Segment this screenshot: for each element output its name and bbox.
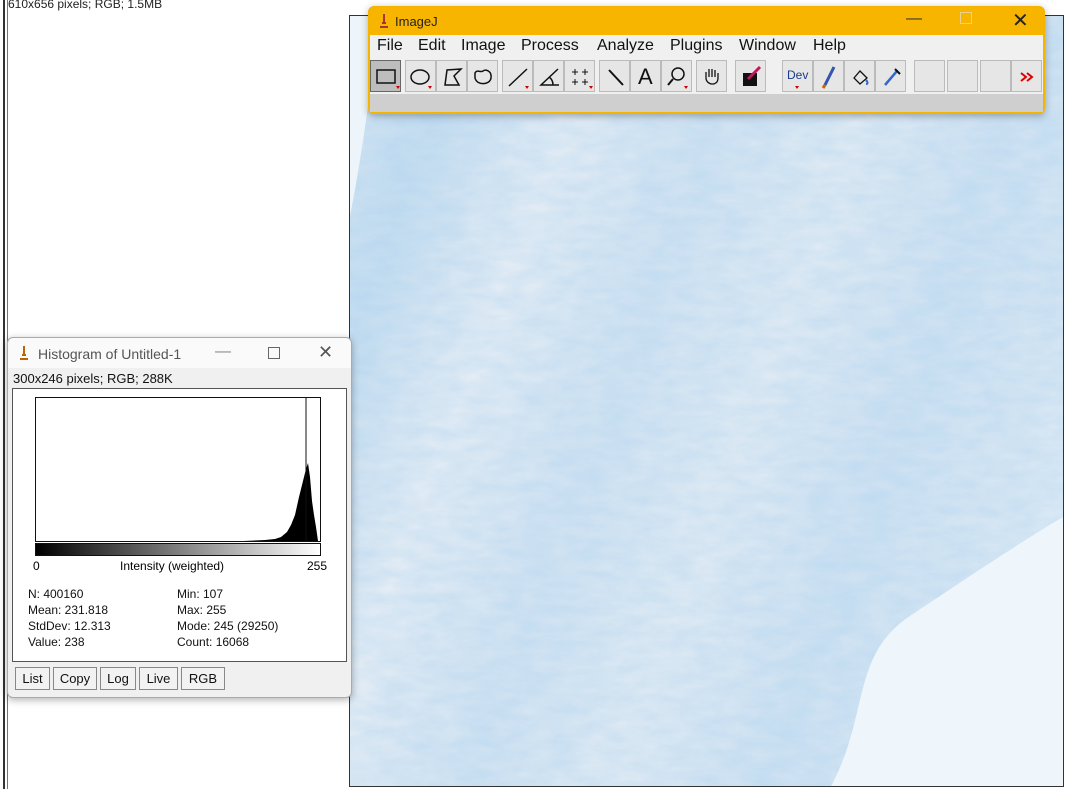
minimize-button[interactable]: —	[215, 343, 231, 361]
image-canvas	[349, 15, 1064, 787]
freehand-tool[interactable]	[467, 60, 498, 92]
screen: {"desktop": {"image_info": "610x656 pixe…	[0, 0, 1068, 789]
polygon-tool[interactable]	[436, 60, 467, 92]
point-tool[interactable]	[564, 60, 595, 92]
stat-n: N: 400160	[28, 587, 83, 601]
app-icon	[17, 345, 31, 361]
image-info: 610x656 pixels; RGB; 1.5MB	[8, 0, 162, 11]
maximize-button[interactable]	[268, 347, 280, 359]
stat-max: Max: 255	[177, 603, 226, 617]
title-bar	[370, 8, 1043, 35]
axis-label: Intensity (weighted)	[120, 559, 224, 573]
histogram-window: Histogram of Untitled-1 — ✕ 300x246 pixe…	[7, 337, 352, 698]
hand-tool[interactable]	[696, 60, 727, 92]
menu-item[interactable]: Analyze	[597, 37, 654, 55]
rectangle-tool[interactable]	[370, 60, 401, 92]
copy-button[interactable]: Copy	[53, 667, 97, 690]
plot-frame	[36, 398, 321, 542]
status-bar	[370, 94, 1043, 112]
menu-item[interactable]: Process	[521, 37, 579, 55]
pipette-tool[interactable]	[875, 60, 906, 92]
stat-mean: Mean: 231.818	[28, 603, 108, 617]
image-info: 300x246 pixels; RGB; 288K	[13, 371, 173, 386]
minimize-button[interactable]: —	[906, 10, 922, 28]
window-title: Histogram of Untitled-1	[38, 346, 181, 362]
fill-tool[interactable]	[844, 60, 875, 92]
histogram-plot	[35, 397, 335, 557]
menu-item[interactable]: Help	[813, 37, 846, 55]
text-tool-glyph: A	[638, 64, 653, 90]
zoom-tool[interactable]	[661, 60, 692, 92]
close-button[interactable]: ✕	[1012, 8, 1029, 33]
stat-count: Count: 16068	[177, 635, 249, 649]
intensity-lut-bar	[36, 544, 321, 556]
angle-tool[interactable]	[533, 60, 564, 92]
color-picker-tool[interactable]	[735, 60, 766, 92]
axis-max-label: 255	[307, 559, 327, 573]
menu-item[interactable]: File	[377, 37, 403, 55]
menu-item[interactable]: Plugins	[670, 37, 722, 55]
stat-value: Value: 238	[28, 635, 85, 649]
rgb-button[interactable]: RGB	[181, 667, 225, 690]
stat-min: Min: 107	[177, 587, 223, 601]
maximize-button[interactable]	[960, 12, 972, 24]
brush-tool[interactable]	[813, 60, 844, 92]
tissue-texture	[350, 16, 1064, 787]
empty-tool[interactable]	[980, 60, 1011, 92]
menu-item[interactable]: Window	[739, 37, 796, 55]
menu-item[interactable]: Image	[461, 37, 505, 55]
log-button[interactable]: Log	[100, 667, 136, 690]
list-button[interactable]: List	[15, 667, 50, 690]
stat-mode: Mode: 245 (29250)	[177, 619, 278, 633]
close-button[interactable]: ✕	[318, 342, 333, 363]
window-title: ImageJ	[395, 14, 438, 29]
text-tool[interactable]: A	[630, 60, 661, 92]
dev-menu-tool[interactable]: Dev	[782, 60, 813, 92]
stat-stddev: StdDev: 12.313	[28, 619, 111, 633]
menu-item[interactable]: Edit	[418, 37, 446, 55]
live-button[interactable]: Live	[139, 667, 178, 690]
empty-tool[interactable]	[914, 60, 945, 92]
more-tools[interactable]	[1011, 60, 1042, 92]
line-tool[interactable]	[502, 60, 533, 92]
oval-tool[interactable]	[405, 60, 436, 92]
app-icon	[377, 13, 391, 29]
empty-tool[interactable]	[947, 60, 978, 92]
left-border	[3, 0, 5, 789]
wand-tool[interactable]	[599, 60, 630, 92]
axis-min-label: 0	[33, 559, 40, 573]
